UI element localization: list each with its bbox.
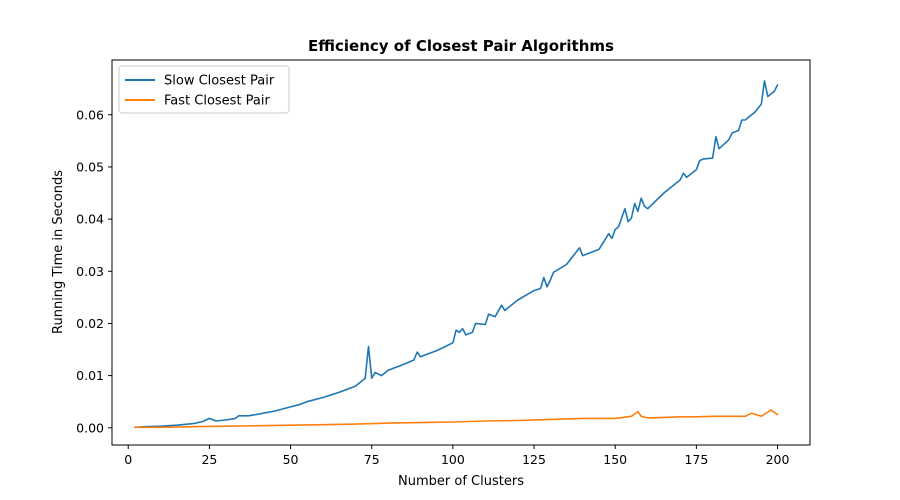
legend-box [118, 65, 290, 114]
y-tick-label: 0.06 [76, 107, 104, 122]
series-line-slow [133, 80, 779, 429]
legend-label-slow: Slow Closest Pair [164, 74, 275, 89]
x-tick-label: 50 [283, 452, 299, 467]
x-axis-label: Number of Clusters [398, 474, 524, 489]
x-tick-label: 125 [522, 452, 546, 467]
x-tick-label: 200 [766, 452, 790, 467]
chart-title: Efficiency of Closest Pair Algorithms [308, 37, 614, 55]
y-tick-label: 0.00 [76, 420, 104, 435]
x-tick-label: 100 [441, 452, 465, 467]
x-tick-label: 0 [124, 452, 132, 467]
plot-area [112, 60, 810, 445]
y-axis-label: Running Time in Seconds [51, 170, 66, 334]
series-line-fast [133, 409, 779, 429]
x-tick-label: 25 [201, 452, 217, 467]
x-tick-label: 75 [364, 452, 380, 467]
y-tick-label: 0.05 [76, 159, 104, 174]
y-tick-label: 0.01 [76, 368, 104, 383]
legend: Slow Closest Pair Fast Closest Pair [118, 65, 290, 114]
x-axis-ticks: 0 25 50 75 100 125 150 175 200 [124, 445, 790, 467]
y-tick-label: 0.03 [76, 264, 104, 279]
legend-label-fast: Fast Closest Pair [164, 94, 271, 109]
y-tick-label: 0.04 [76, 212, 104, 227]
series-layer [133, 80, 779, 429]
plot-frame [111, 59, 811, 446]
y-tick-label: 0.02 [76, 316, 104, 331]
x-tick-label: 175 [684, 452, 708, 467]
x-tick-label: 150 [603, 452, 627, 467]
y-axis-ticks: 0.00 0.01 0.02 0.03 0.04 0.05 0.06 [76, 107, 112, 435]
